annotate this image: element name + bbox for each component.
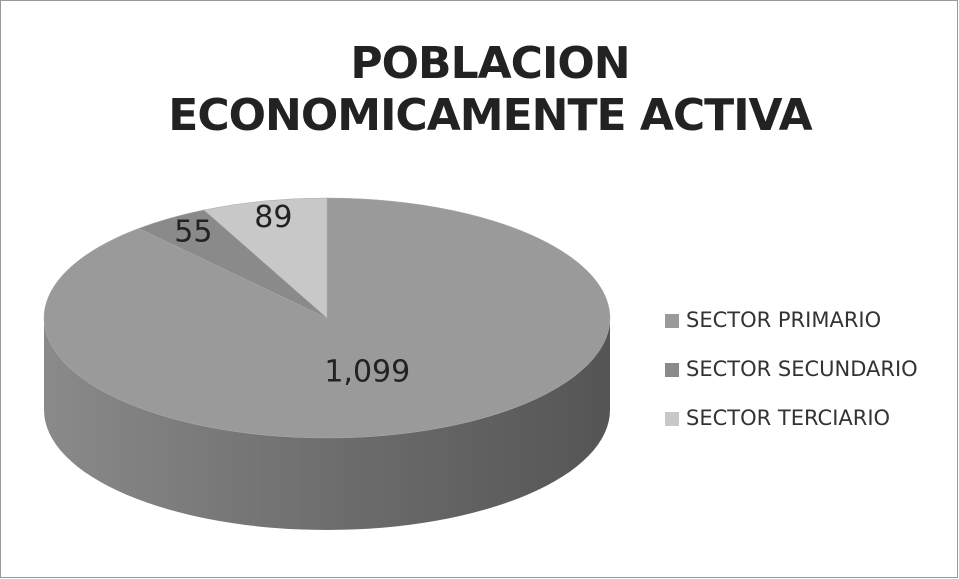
- pie-side: [44, 318, 610, 530]
- chart-title: POBLACION ECONOMICAMENTE ACTIVA: [168, 38, 812, 141]
- legend-label: SECTOR SECUNDARIO: [686, 357, 918, 381]
- legend-swatch: [665, 412, 679, 426]
- legend-swatch: [665, 314, 679, 328]
- data-label: 89: [254, 200, 292, 235]
- legend-swatch: [665, 363, 679, 377]
- data-label: 1,099: [324, 354, 410, 389]
- legend-label: SECTOR TERCIARIO: [686, 406, 890, 430]
- pie-slice: [203, 197, 328, 319]
- legend-label: SECTOR PRIMARIO: [686, 308, 881, 332]
- data-label: 55: [174, 215, 212, 250]
